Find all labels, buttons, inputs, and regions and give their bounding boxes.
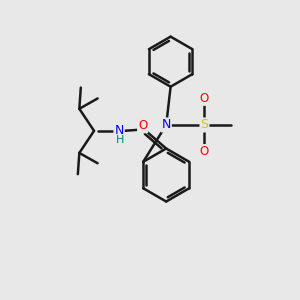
Text: H: H (116, 135, 124, 145)
Text: O: O (138, 119, 147, 132)
Text: O: O (200, 145, 209, 158)
Text: N: N (114, 124, 124, 137)
Text: S: S (200, 118, 208, 131)
Text: O: O (200, 92, 209, 105)
Text: N: N (161, 118, 171, 131)
